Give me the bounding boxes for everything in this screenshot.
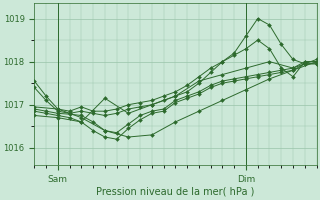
X-axis label: Pression niveau de la mer( hPa ): Pression niveau de la mer( hPa ) (96, 187, 255, 197)
